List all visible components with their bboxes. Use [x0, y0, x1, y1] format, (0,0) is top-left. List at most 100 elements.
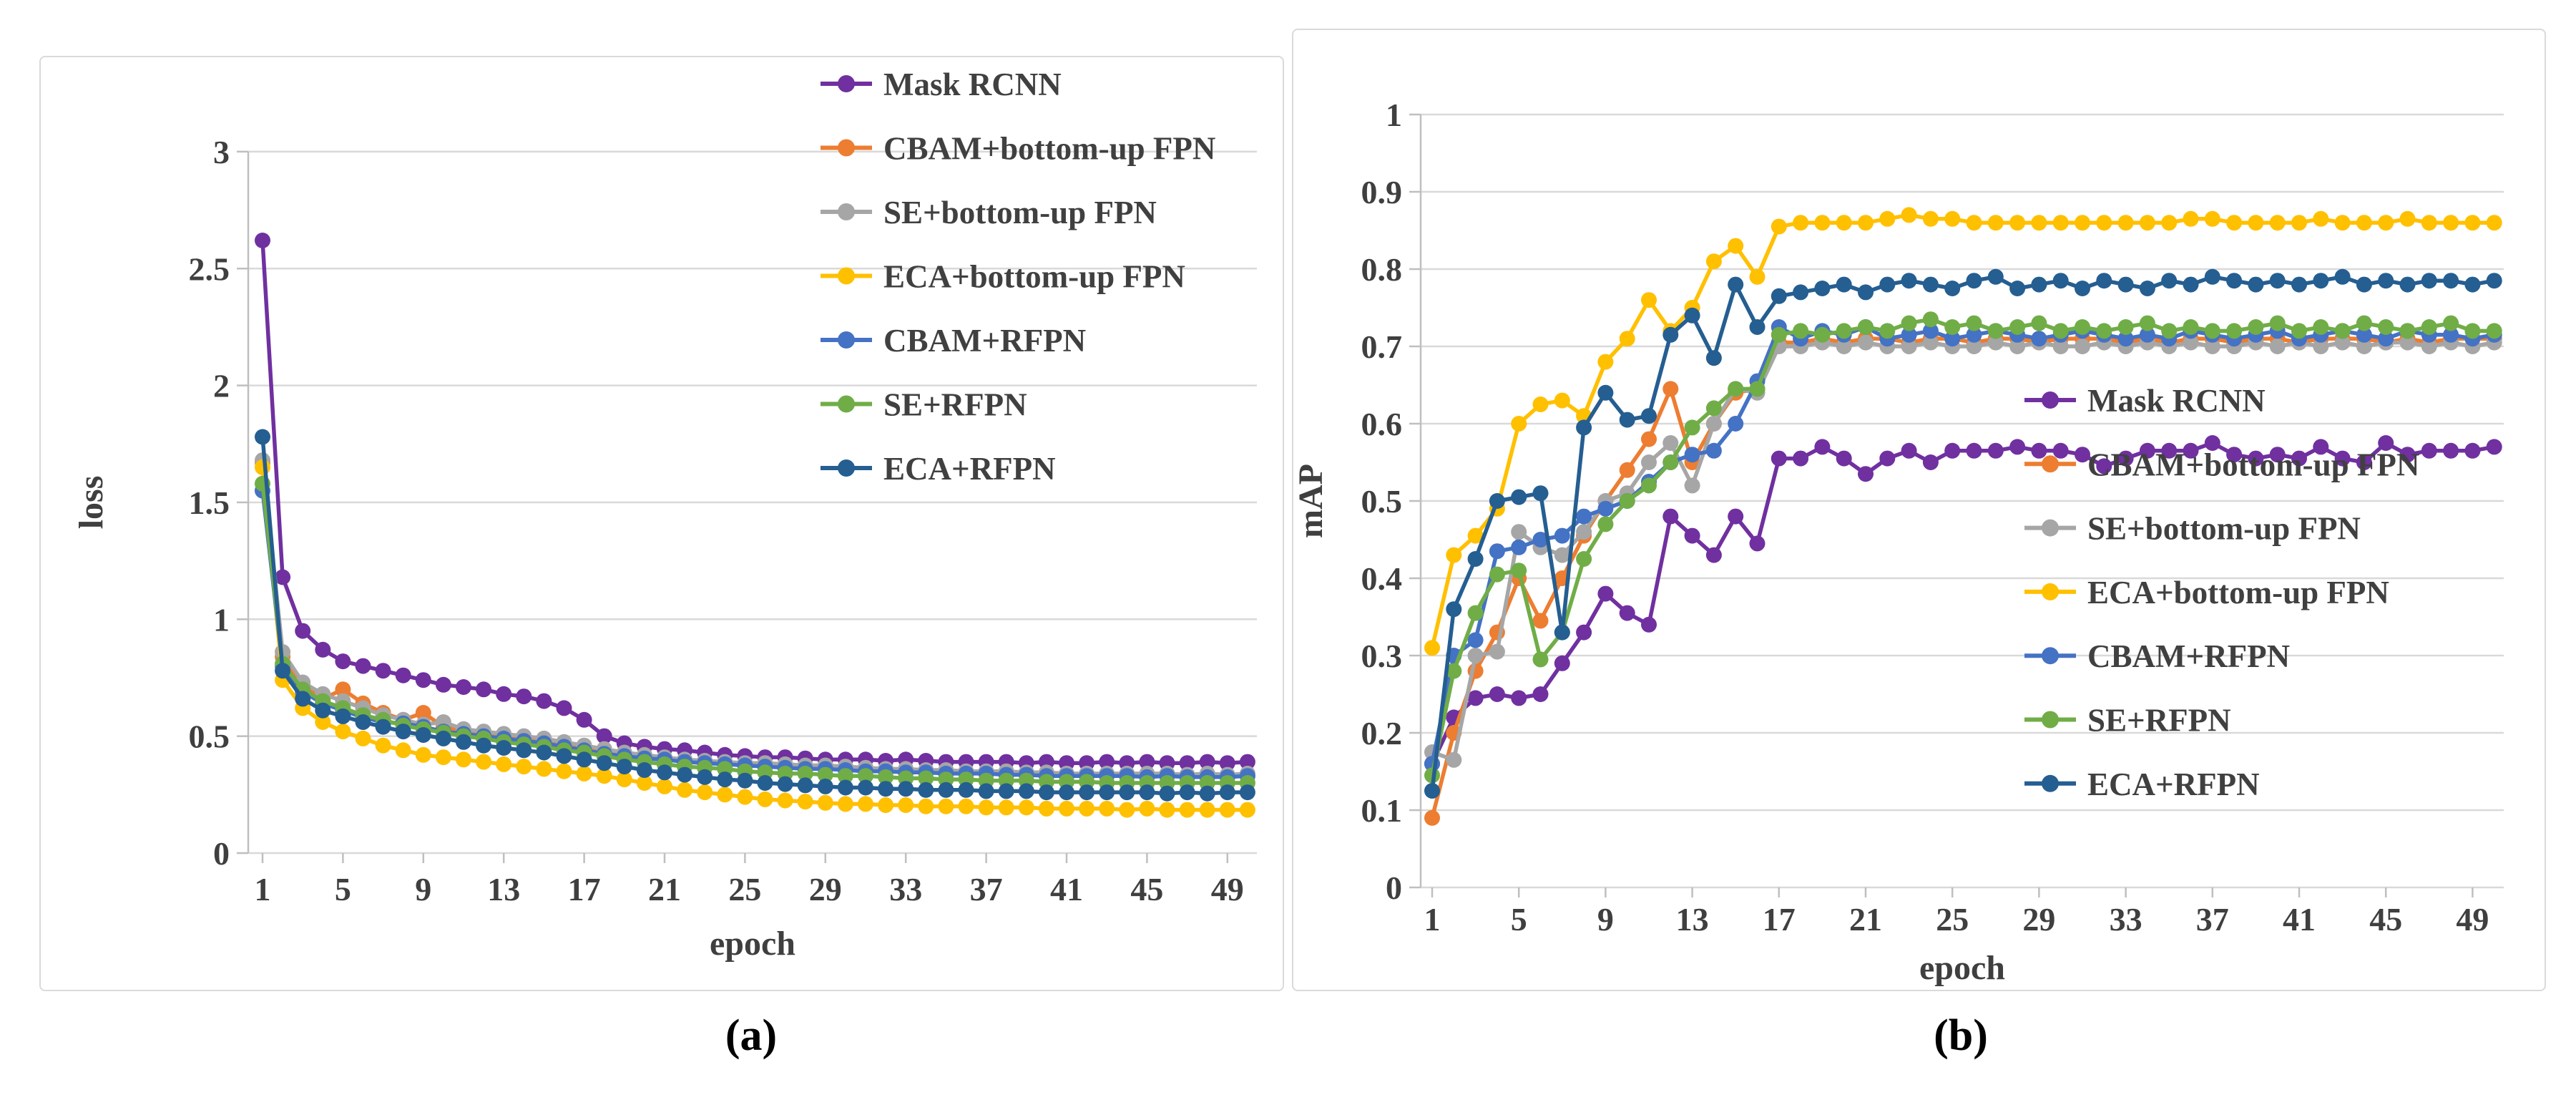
data-point [275, 663, 291, 679]
data-point [1662, 508, 1679, 525]
data-point [1901, 315, 1917, 331]
data-point [677, 782, 693, 798]
data-point [1771, 218, 1787, 235]
data-point [2031, 315, 2047, 331]
data-point [1966, 273, 1982, 289]
data-point [837, 779, 853, 796]
data-point [1836, 215, 1852, 231]
data-point [1119, 802, 1135, 818]
data-point [1662, 454, 1679, 470]
data-point [2443, 326, 2459, 343]
data-point [2356, 326, 2372, 343]
data-point [1467, 648, 1484, 663]
data-point [1879, 450, 1896, 467]
data-point [1059, 800, 1074, 817]
data-point [2421, 273, 2437, 289]
data-point [435, 676, 451, 693]
data-point [1467, 632, 1484, 648]
y-tick-label: 0.1 [1361, 792, 1403, 829]
data-point [2443, 215, 2459, 231]
data-point [1576, 508, 1592, 525]
y-tick-label: 0.2 [1361, 715, 1403, 751]
data-point [1858, 334, 1874, 351]
data-point [1489, 543, 1505, 560]
data-point [1597, 585, 1614, 602]
data-point [1576, 551, 1592, 567]
data-point [2139, 215, 2155, 231]
data-point [2486, 323, 2502, 339]
data-point [1239, 802, 1255, 818]
data-point [1446, 547, 1462, 563]
data-point [1662, 381, 1679, 397]
data-point [737, 789, 753, 805]
data-point [2183, 442, 2199, 459]
data-point [1944, 281, 1961, 296]
data-point [1879, 210, 1896, 227]
data-point [596, 755, 612, 771]
x-tick-label: 29 [809, 871, 842, 907]
data-point [858, 796, 873, 812]
data-point [998, 783, 1014, 799]
data-point [697, 784, 713, 801]
data-point [395, 667, 411, 683]
data-point [1199, 754, 1215, 770]
data-point [757, 791, 773, 807]
data-point [1705, 442, 1722, 459]
data-point [2269, 339, 2286, 354]
data-point [1532, 686, 1549, 702]
data-point [1554, 392, 1570, 409]
data-point [1749, 319, 1766, 335]
data-point [2378, 215, 2394, 231]
data-point [1576, 524, 1592, 540]
data-point [757, 775, 773, 791]
data-point [375, 663, 391, 679]
data-point [2313, 273, 2329, 289]
data-point [1793, 284, 1809, 301]
data-point [1793, 215, 1809, 231]
data-point [2117, 215, 2134, 231]
data-point [958, 798, 974, 814]
data-point [2052, 215, 2069, 231]
data-point [375, 719, 391, 735]
x-tick-label: 1 [255, 871, 271, 907]
legend-label: CBAM+RFPN [883, 323, 1086, 359]
data-point [1814, 215, 1831, 231]
loss-chart: 32.521.510.501 5 9 13 17 21 25 29 33 37 41 45 49epoc… [72, 67, 1257, 963]
data-point [978, 783, 994, 799]
series-se-bottom-up-fpn [1424, 334, 2502, 768]
data-point [657, 764, 672, 781]
data-point [315, 714, 331, 730]
data-point [2031, 331, 2047, 347]
data-point [2009, 319, 2026, 335]
y-tick-label: 0.9 [1361, 174, 1403, 210]
x-tick-label: 41 [2283, 901, 2316, 938]
series-cbam-rfpn [255, 482, 1255, 785]
x-tick-label: 49 [1211, 871, 1244, 907]
data-point [1944, 210, 1961, 227]
data-point [2139, 281, 2155, 296]
data-point [797, 777, 813, 794]
data-point [717, 787, 733, 803]
x-tick-label: 29 [2022, 901, 2055, 938]
data-point [335, 681, 351, 698]
data-point [1901, 207, 1917, 223]
data-point [295, 623, 311, 639]
data-point [335, 708, 351, 724]
data-point [2334, 268, 2351, 285]
x-tick-labels: 1 5 9 13 17 21 25 29 33 37 41 45 49 [255, 871, 1244, 907]
data-point [1814, 281, 1831, 296]
x-tick-label: 37 [2196, 901, 2229, 938]
data-point [1749, 268, 1766, 285]
data-point [657, 778, 672, 794]
y-axis-title: loss [72, 476, 110, 530]
x-tick-label: 41 [1050, 871, 1083, 907]
data-point [1159, 785, 1175, 802]
data-point [1059, 784, 1074, 801]
data-point [255, 429, 270, 445]
data-point [1966, 326, 1982, 343]
data-point [1239, 754, 1255, 770]
data-point [1944, 331, 1961, 347]
chart-panel-map: 1 0.9 0.8 0.7 0.6 0.5 0.4 0.3 0.2 0.1 0 1 5 9 13 17 21 25… [1292, 29, 2546, 991]
data-point [2486, 439, 2502, 455]
data-point [777, 776, 793, 792]
